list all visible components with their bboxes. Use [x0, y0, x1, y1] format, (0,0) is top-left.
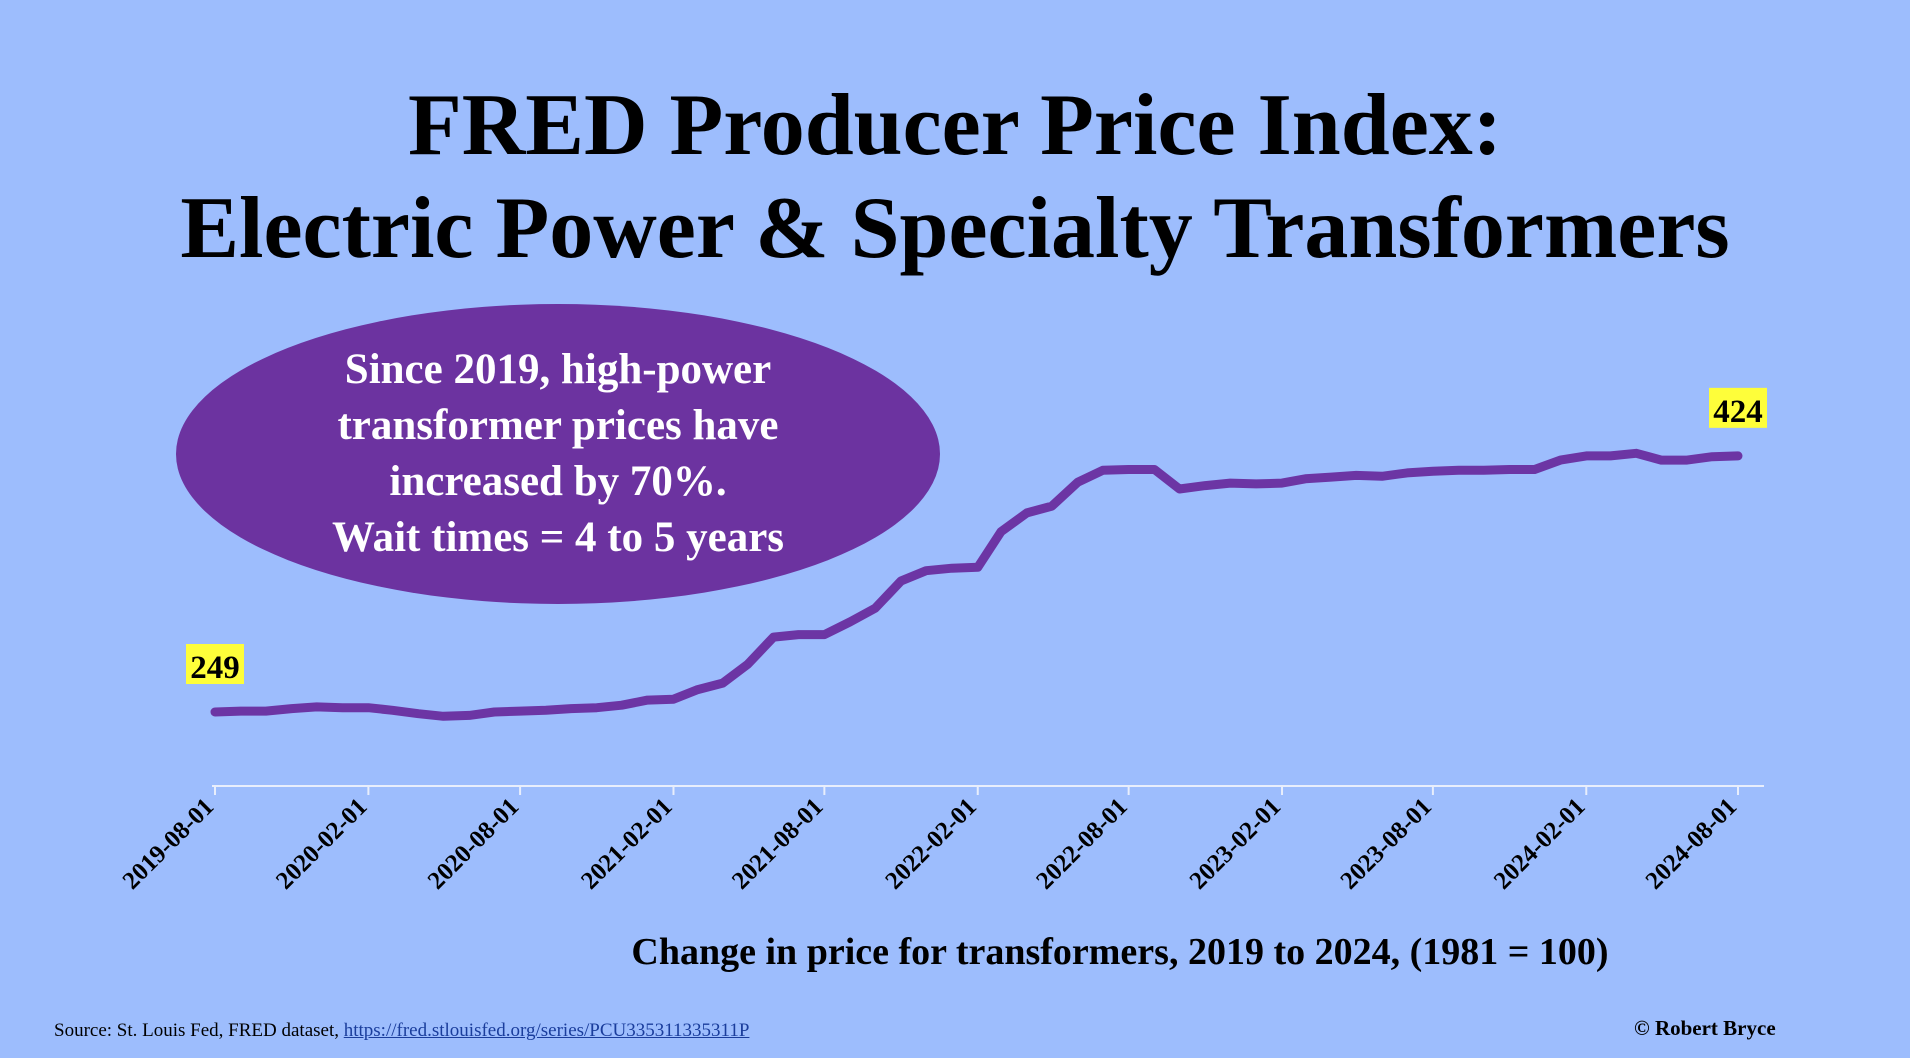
x-tick-label-9: 2024-02-01	[1489, 793, 1591, 895]
x-axis-tick-labels: 2019-08-01 2020-02-01 2020-08-01 2021-02-01…	[118, 793, 1743, 895]
series-line-ppi	[210, 448, 1743, 721]
callout-ellipse	[176, 304, 940, 604]
source-prefix: Source: St. Louis Fed, FRED dataset,	[54, 1020, 344, 1041]
copyright-credit: © Robert Bryce	[1634, 1016, 1776, 1040]
chart-title: FRED Producer Price Index: Electric Powe…	[0, 74, 1910, 280]
x-tick-label-3: 2021-02-01	[576, 793, 678, 895]
x-tick-label-7: 2023-02-01	[1185, 793, 1287, 895]
x-tick-label-4: 2021-08-01	[727, 793, 829, 895]
annotation-highlight-1	[1709, 387, 1767, 428]
callout-line-2: transformer prices have	[337, 402, 779, 449]
x-tick-label-1: 2020-02-01	[271, 793, 373, 895]
callout-line-4: Wait times = 4 to 5 years	[331, 514, 785, 561]
callout-line-3: increased by 70%.	[389, 458, 727, 505]
annotation-label-0: 249	[190, 650, 240, 686]
x-tick-label-6: 2022-08-01	[1031, 793, 1133, 895]
title-line-2: Electric Power & Specialty Transformers	[180, 180, 1730, 277]
title-line-1: FRED Producer Price Index:	[407, 77, 1503, 174]
value-annotations: 249 424	[186, 387, 1767, 686]
x-tick-label-0: 2019-08-01	[118, 793, 220, 895]
annotation-0: 249	[186, 644, 244, 686]
source-note: Source: St. Louis Fed, FRED dataset, htt…	[54, 1020, 749, 1042]
annotation-highlight-0	[186, 644, 244, 684]
x-axis-ticks	[214, 786, 1739, 795]
x-tick-label-10: 2024-08-01	[1641, 793, 1743, 895]
callout-text: Since 2019, high-power transformer price…	[176, 342, 940, 566]
x-tick-label-8: 2023-08-01	[1336, 793, 1438, 895]
source-link[interactable]: https://fred.stlouisfed.org/series/PCU33…	[343, 1020, 750, 1041]
callout-line-1: Since 2019, high-power	[344, 346, 772, 393]
x-axis-title: Change in price for transformers, 2019 t…	[631, 931, 1609, 973]
annotation-1: 424	[1709, 387, 1767, 430]
x-tick-label-2: 2020-08-01	[423, 793, 525, 895]
annotation-label-1: 424	[1713, 394, 1763, 430]
x-tick-label-5: 2022-02-01	[880, 793, 982, 895]
